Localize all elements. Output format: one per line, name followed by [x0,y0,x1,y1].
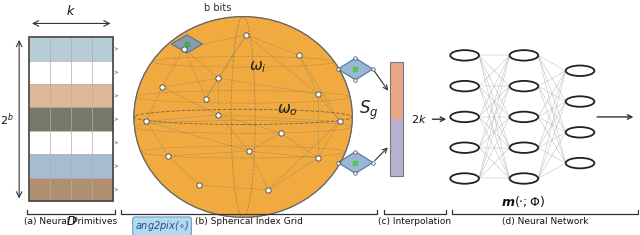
Bar [71,107,92,131]
Bar [50,131,71,154]
Bar [29,154,50,178]
Text: $D$: $D$ [66,215,77,228]
Bar [29,61,50,84]
Text: (b) Spherical Index Grid: (b) Spherical Index Grid [195,217,303,226]
Polygon shape [172,35,203,53]
Bar [390,119,403,176]
Circle shape [451,142,479,153]
Text: $S_g$: $S_g$ [358,98,378,122]
Text: $2^b$: $2^b$ [1,111,14,128]
Circle shape [566,158,595,168]
Text: mirroring: mirroring [268,142,310,151]
Polygon shape [338,58,373,80]
Bar [92,61,113,84]
Text: (c) Interpolation: (c) Interpolation [378,217,451,226]
Bar [92,107,113,131]
Text: ang2pix($\circ$): ang2pix($\circ$) [135,219,189,233]
Circle shape [566,96,595,107]
Circle shape [509,112,538,122]
Bar [92,178,113,201]
Bar [71,84,92,107]
Text: $\omega_i$: $\omega_i$ [250,59,267,75]
Bar [50,61,71,84]
Bar [29,107,50,131]
Bar [390,62,403,119]
Polygon shape [338,152,373,173]
Circle shape [451,81,479,91]
Circle shape [451,50,479,61]
Circle shape [509,50,538,61]
Bar [92,37,113,61]
Bar [92,131,113,154]
Bar [29,178,50,201]
Bar [390,62,403,176]
Text: $\boldsymbol{m}(\cdot;\Phi)$: $\boldsymbol{m}(\cdot;\Phi)$ [500,194,545,209]
Bar [92,154,113,178]
Circle shape [509,81,538,91]
Circle shape [566,66,595,76]
Text: (d) Neural Network: (d) Neural Network [502,217,588,226]
Bar [71,154,92,178]
Bar [71,37,92,61]
Text: $\omega_o$: $\omega_o$ [278,102,298,118]
Text: $k$: $k$ [67,4,76,18]
Bar [71,178,92,201]
Bar [29,37,113,201]
Bar [29,131,50,154]
Bar [50,154,71,178]
Circle shape [451,112,479,122]
Bar [50,37,71,61]
Circle shape [509,142,538,153]
Ellipse shape [134,17,352,217]
Text: (a) Neural Primitives: (a) Neural Primitives [24,217,118,226]
Bar [92,84,113,107]
Text: $2k$: $2k$ [411,113,427,125]
Bar [50,178,71,201]
Text: b bits: b bits [205,3,232,13]
Bar [71,61,92,84]
Bar [50,107,71,131]
Circle shape [509,173,538,184]
Bar [29,84,50,107]
Bar [50,84,71,107]
Circle shape [451,173,479,184]
Circle shape [566,127,595,137]
Bar [29,37,50,61]
Ellipse shape [134,17,352,217]
Bar [71,131,92,154]
